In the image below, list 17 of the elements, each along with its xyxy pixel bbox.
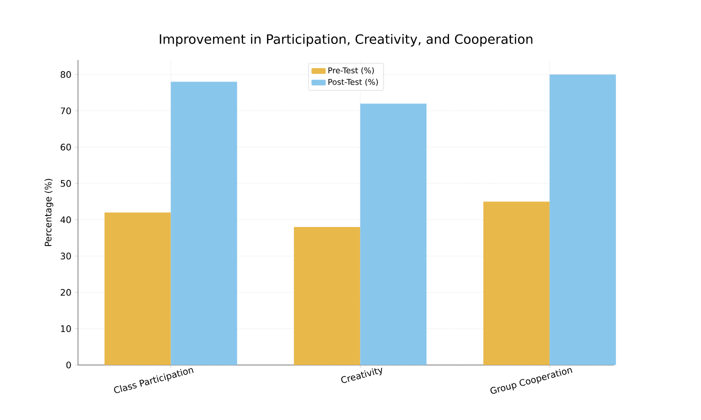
y-tick-label: 70 [60,107,71,114]
y-tick-label: 80 [60,71,71,78]
chart-title: Improvement in Participation, Creativity, and Cooperation [160,34,532,46]
y-tick-label: 50 [60,180,71,187]
bar [360,104,426,365]
y-tick-label: 30 [60,252,71,260]
y-tick-label: 40 [60,216,71,224]
y-tick-label: 60 [60,144,71,151]
bar [294,227,360,365]
bar [170,82,238,365]
bar [104,212,171,365]
y-tick-label: 0 [66,362,71,368]
y-axis-title: Percentage (%) [44,178,54,246]
bar [550,74,616,365]
y-tick-label: 20 [60,288,71,296]
bar [483,202,550,365]
y-tick-label: 10 [61,325,71,332]
